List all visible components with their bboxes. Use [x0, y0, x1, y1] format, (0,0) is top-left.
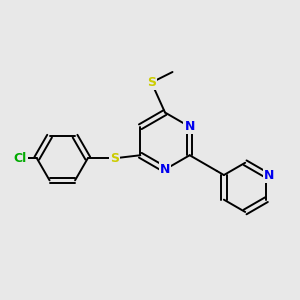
Text: S: S: [110, 152, 119, 165]
Text: N: N: [184, 120, 195, 133]
Text: N: N: [264, 169, 275, 182]
Text: N: N: [160, 163, 170, 176]
Text: Cl: Cl: [14, 152, 27, 165]
Text: S: S: [147, 76, 156, 89]
